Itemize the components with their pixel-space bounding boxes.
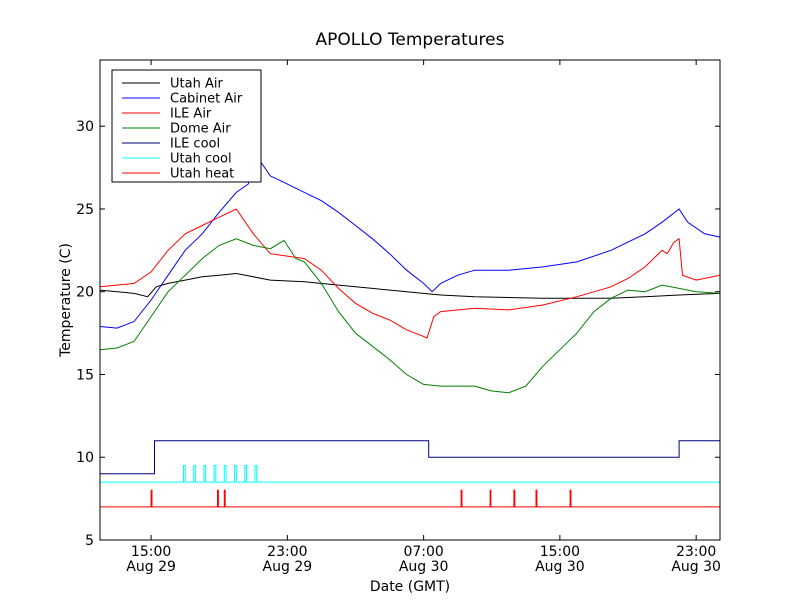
y-tick-label: 10: [76, 450, 94, 466]
legend-label-ile-cool: ILE cool: [170, 137, 220, 152]
series-line-ile-cool: [100, 440, 720, 475]
x-tick-label-time: 23:00: [676, 544, 716, 560]
legend-label-cabinet-air: Cabinet Air: [170, 92, 243, 107]
legend-label-utah-cool: Utah cool: [170, 152, 232, 167]
legend-label-utah-air: Utah Air: [170, 77, 223, 92]
series-line-utah-heat: [100, 489, 720, 508]
series-line-ile-air: [99, 208, 721, 339]
y-tick-label: 25: [76, 202, 94, 218]
y-tick-label: 5: [85, 533, 94, 549]
legend-label-ile-air: ILE Air: [170, 107, 212, 122]
y-axis-label: Temperature (C): [58, 243, 74, 358]
x-tick-label-time: 23:00: [267, 544, 307, 560]
legend-box: [111, 69, 262, 183]
x-tick-label-date: Aug 30: [671, 559, 721, 575]
chart-title: APOLLO Temperatures: [316, 30, 505, 50]
series-line-dome-air: [99, 238, 721, 394]
plot-lines: [99, 154, 721, 508]
x-tick-label-time: 07:00: [403, 544, 443, 560]
x-tick-label-date: Aug 29: [263, 559, 313, 575]
x-tick-label-time: 15:00: [540, 544, 580, 560]
y-tick-label: 30: [76, 119, 94, 135]
series-line-cabinet-air: [99, 154, 721, 329]
legend-label-utah-heat: Utah heat: [170, 167, 234, 182]
y-tick-label: 20: [76, 285, 94, 301]
y-tick-label: 15: [76, 367, 94, 383]
x-tick-label-date: Aug 29: [126, 559, 176, 575]
x-tick-label-time: 15:00: [131, 544, 171, 560]
series-line-utah-air: [99, 272, 721, 299]
legend-label-dome-air: Dome Air: [170, 122, 231, 137]
plot-frame: [99, 59, 721, 541]
x-tick-label-date: Aug 30: [535, 559, 585, 575]
series-line-utah-cool: [100, 465, 720, 483]
x-axis-label: Date (GMT): [370, 579, 450, 595]
x-tick-label-date: Aug 30: [399, 559, 449, 575]
